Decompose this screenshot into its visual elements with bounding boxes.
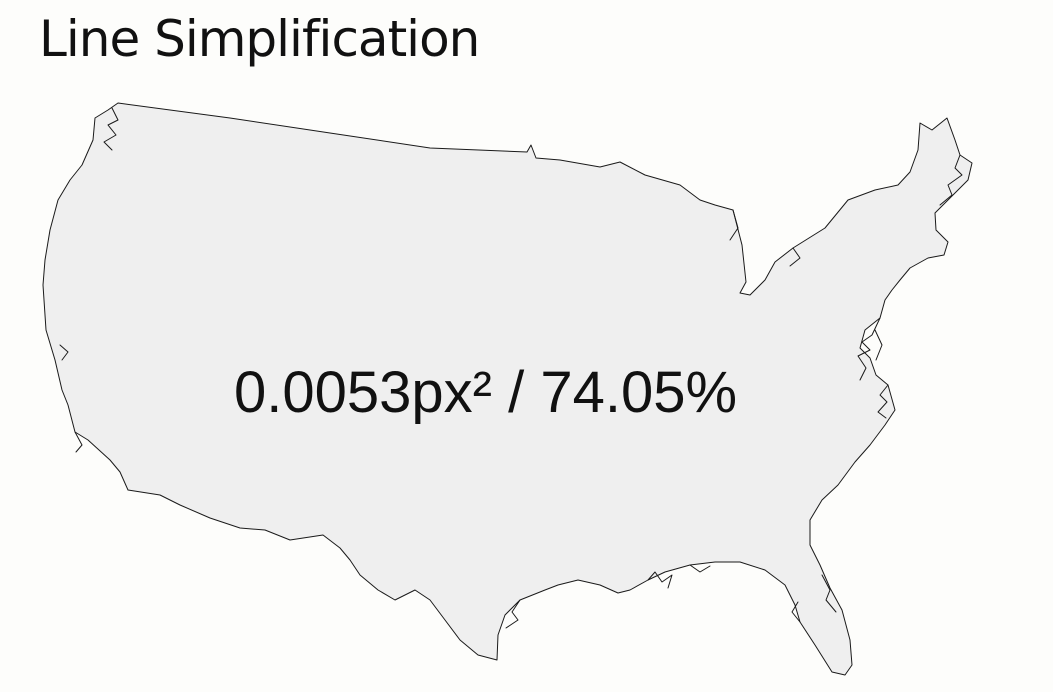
retained-percentage: 74.05% bbox=[540, 360, 738, 425]
new-england-coast-detail bbox=[939, 154, 963, 206]
outer-banks-detail bbox=[877, 384, 889, 419]
us-outline bbox=[42, 102, 973, 676]
california-coast-detail bbox=[59, 344, 83, 453]
chesapeake-bay-detail bbox=[857, 317, 883, 381]
puget-sound-detail bbox=[103, 107, 119, 151]
tolerance-value: 0.0053px² bbox=[234, 360, 492, 425]
stat-separator: / bbox=[491, 360, 541, 425]
gulf-coast-detail bbox=[647, 564, 711, 589]
texas-coast-detail bbox=[505, 599, 521, 629]
great-lakes-shore-detail bbox=[729, 209, 801, 267]
page-title: Line Simplification bbox=[39, 10, 480, 68]
simplification-stats: 0.0053px² / 74.05% bbox=[234, 359, 737, 426]
florida-coast-detail bbox=[791, 574, 837, 623]
